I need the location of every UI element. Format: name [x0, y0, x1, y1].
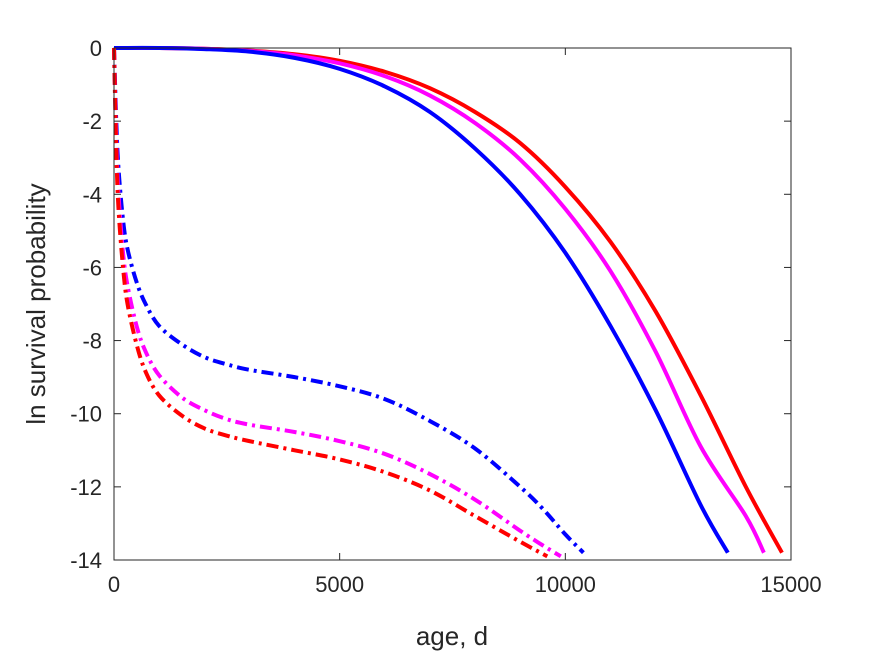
y-tick-label: 0 [90, 36, 102, 61]
x-tick-label: 15000 [760, 572, 821, 597]
plot-background [114, 48, 791, 560]
x-tick-label: 0 [108, 572, 120, 597]
y-tick-label: -8 [82, 329, 102, 354]
y-tick-label: -6 [82, 255, 102, 280]
x-tick-label: 10000 [535, 572, 596, 597]
x-axis-label: age, d [416, 621, 488, 651]
plot-frame [113, 47, 792, 561]
y-tick-label: -2 [82, 109, 102, 134]
series-line-3-solid [113, 45, 730, 554]
y-axis-label: ln survival probability [21, 183, 51, 424]
y-tick-label: -10 [70, 402, 102, 427]
y-axis-ticks: 0 -2 -4 -6 -8 -10 -12 -14 [70, 36, 791, 573]
series-line-4-dashdot [112, 47, 585, 555]
x-axis-ticks: 0 5000 10000 15000 [108, 48, 822, 597]
y-tick-label: -14 [70, 548, 102, 573]
series-layer [112, 45, 784, 559]
series-line-6-dashdot [112, 47, 549, 559]
x-tick-label: 5000 [315, 572, 364, 597]
y-tick-label: -12 [70, 475, 102, 500]
y-tick-label: -4 [82, 182, 102, 207]
